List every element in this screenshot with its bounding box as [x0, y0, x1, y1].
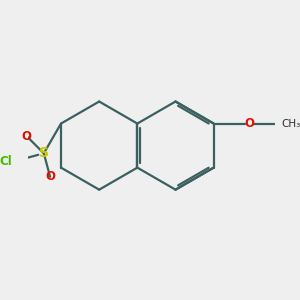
Text: S: S — [39, 146, 49, 160]
Text: Cl: Cl — [0, 155, 12, 168]
Text: O: O — [45, 170, 55, 183]
Text: O: O — [244, 117, 254, 130]
Text: O: O — [22, 130, 32, 143]
Text: CH₃: CH₃ — [281, 118, 300, 129]
